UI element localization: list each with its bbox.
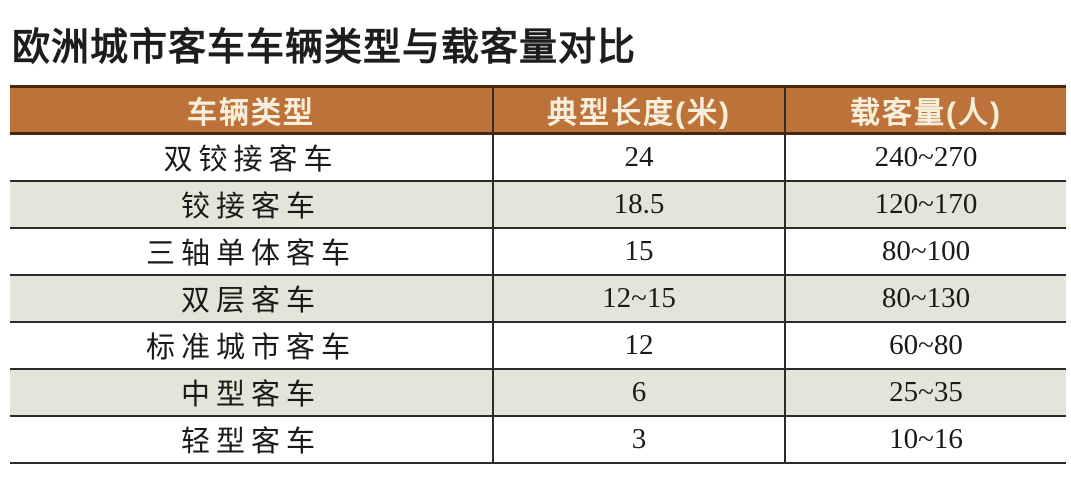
cell-length: 15 — [492, 227, 785, 276]
cell-capacity: 10~16 — [784, 415, 1066, 464]
table-row: 三轴单体客车 15 80~100 — [10, 227, 1066, 276]
cell-length: 12~15 — [492, 274, 785, 323]
cell-capacity: 240~270 — [784, 133, 1066, 182]
column-header-passenger-capacity: 载客量(人) — [784, 84, 1066, 135]
table-row: 中型客车 6 25~35 — [10, 368, 1066, 417]
table-row: 双铰接客车 24 240~270 — [10, 133, 1066, 182]
column-header-vehicle-type: 车辆类型 — [10, 84, 493, 135]
cell-vehicle-type: 铰接客车 — [10, 180, 493, 229]
cell-vehicle-type: 三轴单体客车 — [10, 227, 493, 276]
bus-comparison-table: 车辆类型 典型长度(米) 载客量(人) 双铰接客车 24 240~270 铰接客… — [10, 84, 1066, 464]
table-header: 车辆类型 典型长度(米) 载客量(人) — [10, 84, 1066, 135]
cell-capacity: 60~80 — [784, 321, 1066, 370]
table-row: 轻型客车 3 10~16 — [10, 415, 1066, 464]
cell-length: 24 — [492, 133, 785, 182]
table-body: 双铰接客车 24 240~270 铰接客车 18.5 120~170 三轴单体客… — [10, 133, 1066, 464]
cell-capacity: 120~170 — [784, 180, 1066, 229]
table-row: 双层客车 12~15 80~130 — [10, 274, 1066, 323]
cell-vehicle-type: 双铰接客车 — [10, 133, 493, 182]
column-header-typical-length: 典型长度(米) — [492, 84, 785, 135]
cell-capacity: 80~130 — [784, 274, 1066, 323]
cell-capacity: 25~35 — [784, 368, 1066, 417]
cell-vehicle-type: 标准城市客车 — [10, 321, 493, 370]
cell-vehicle-type: 双层客车 — [10, 274, 493, 323]
cell-length: 6 — [492, 368, 785, 417]
cell-vehicle-type: 中型客车 — [10, 368, 493, 417]
cell-capacity: 80~100 — [784, 227, 1066, 276]
table-row: 标准城市客车 12 60~80 — [10, 321, 1066, 370]
table-row: 铰接客车 18.5 120~170 — [10, 180, 1066, 229]
cell-length: 12 — [492, 321, 785, 370]
cell-vehicle-type: 轻型客车 — [10, 415, 493, 464]
header-row: 车辆类型 典型长度(米) 载客量(人) — [10, 84, 1066, 135]
cell-length: 18.5 — [492, 180, 785, 229]
cell-length: 3 — [492, 415, 785, 464]
page-title: 欧洲城市客车车辆类型与载客量对比 — [12, 27, 637, 69]
